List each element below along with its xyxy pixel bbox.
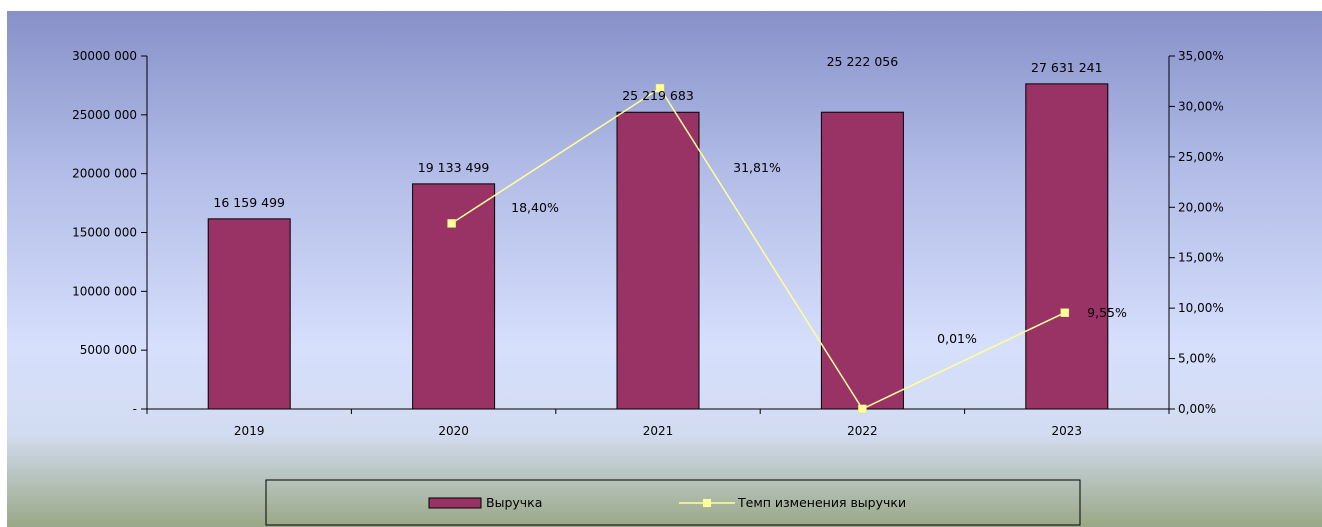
growth-rate-label: 9,55%	[1087, 305, 1127, 320]
left-axis-tick-label: 10000 000	[72, 284, 137, 298]
left-axis-tick-label: 25000 000	[72, 108, 137, 122]
growth-rate-label: 0,01%	[937, 331, 977, 346]
left-axis-tick-label: 20000 000	[72, 167, 137, 181]
bar-value-label: 25 222 056	[827, 54, 899, 69]
right-axis-tick-label: 35,00%	[1178, 49, 1224, 63]
growth-rate-line	[451, 87, 1066, 410]
bar	[616, 111, 700, 410]
left-axis-tick-label: -	[133, 402, 137, 416]
line-layer	[447, 83, 1070, 414]
combo-chart: - 5000 000 10000 000 15000 000 20000 000 2500…	[7, 11, 1322, 527]
left-axis-tick-label: 15000 000	[72, 226, 137, 240]
legend-swatch-bar	[428, 497, 482, 509]
growth-rate-label: 31,81%	[733, 160, 781, 175]
growth-rate-marker	[447, 219, 456, 228]
growth-rate-marker	[858, 404, 867, 414]
legend-label-line: Темп изменения выручки	[737, 495, 906, 510]
bar	[820, 111, 904, 410]
x-axis-tick-label: 2022	[847, 424, 878, 438]
right-axis-tick-label: 15,00%	[1178, 251, 1224, 265]
bar	[207, 218, 291, 410]
x-axis-tick-label: 2019	[234, 424, 265, 438]
growth-rate-marker	[655, 83, 665, 93]
right-axis-tick-label: 25,00%	[1178, 150, 1224, 164]
right-axis-tick-label: 5,00%	[1178, 352, 1216, 366]
bar-value-label: 16 159 499	[213, 195, 285, 210]
chart-area: - 5000 000 10000 000 15000 000 20000 000 2500…	[7, 11, 1322, 527]
legend-box	[265, 479, 1081, 526]
legend: Выручка Темп изменения выручки	[265, 479, 1081, 526]
bar-value-label: 27 631 241	[1031, 60, 1103, 75]
x-axis-tick-label: 2023	[1052, 424, 1083, 438]
right-axis-tick-label: 0,00%	[1178, 402, 1216, 416]
left-axis-tick-label: 5000 000	[80, 343, 137, 357]
bar	[412, 183, 496, 410]
growth-rate-label: 18,40%	[511, 200, 559, 215]
bar-value-label: 19 133 499	[418, 160, 490, 175]
axes-layer: - 5000 000 10000 000 15000 000 20000 000 2500…	[72, 49, 1224, 438]
left-axis-tick-label: 30000 000	[72, 49, 137, 63]
bars-layer	[207, 83, 1109, 410]
bar	[1025, 83, 1109, 410]
right-axis-tick-label: 10,00%	[1178, 301, 1224, 315]
right-axis-tick-label: 30,00%	[1178, 99, 1224, 113]
data-labels-layer: 16 159 499 19 133 499 25 219 683 25 222 056…	[213, 54, 1127, 346]
right-axis-tick-label: 20,00%	[1178, 200, 1224, 214]
x-axis-tick-label: 2020	[438, 424, 469, 438]
growth-rate-marker	[1060, 308, 1070, 317]
legend-swatch-marker	[703, 499, 711, 507]
legend-label-bar: Выручка	[486, 495, 542, 510]
bar-value-label: 25 219 683	[622, 88, 694, 103]
x-axis-tick-label: 2021	[643, 424, 674, 438]
